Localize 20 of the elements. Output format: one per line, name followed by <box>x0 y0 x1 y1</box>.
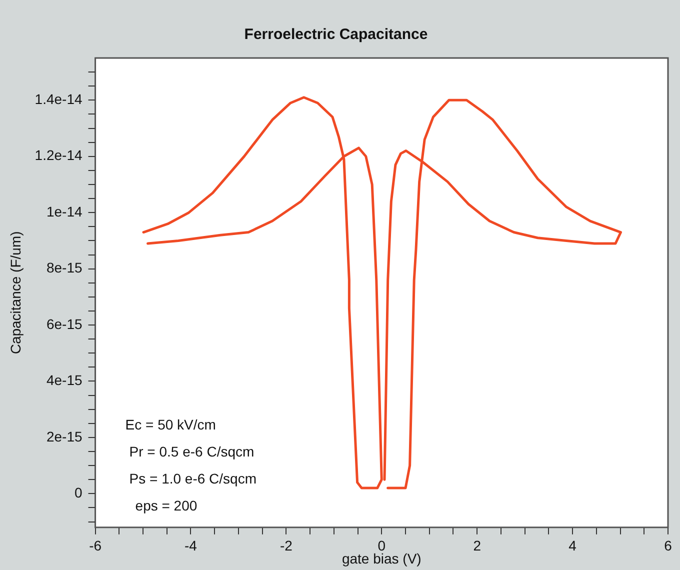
y-tick-label: 0 <box>74 484 82 501</box>
annotation: Pr = 0.5 e-6 C/sqcm <box>129 443 254 460</box>
y-tick-label: 8e-15 <box>46 260 82 276</box>
y-tick-label: 6e-15 <box>46 316 82 332</box>
y-tick-label: 1.4e-14 <box>34 91 82 108</box>
x-tick-label: 4 <box>568 538 577 554</box>
x-tick-label: 6 <box>664 538 672 554</box>
chart-title: Ferroelectric Capacitance <box>244 26 428 44</box>
annotation: Ec = 50 kV/cm <box>125 416 216 432</box>
x-tick-label: -6 <box>89 538 102 554</box>
x-tick-label: -2 <box>280 538 293 554</box>
y-tick-label: 1e-14 <box>46 203 82 220</box>
x-tick-label: -4 <box>184 538 198 554</box>
y-tick-label: 1.2e-14 <box>34 147 82 164</box>
y-tick-label: 4e-15 <box>46 372 82 388</box>
y-tick-label: 2e-15 <box>46 428 82 444</box>
y-axis-title: Capacitance (F/um) <box>7 231 24 354</box>
annotation: Ps = 1.0 e-6 C/sqcm <box>129 470 256 486</box>
x-tick-label: 2 <box>473 538 482 554</box>
annotation: eps = 200 <box>135 497 198 514</box>
